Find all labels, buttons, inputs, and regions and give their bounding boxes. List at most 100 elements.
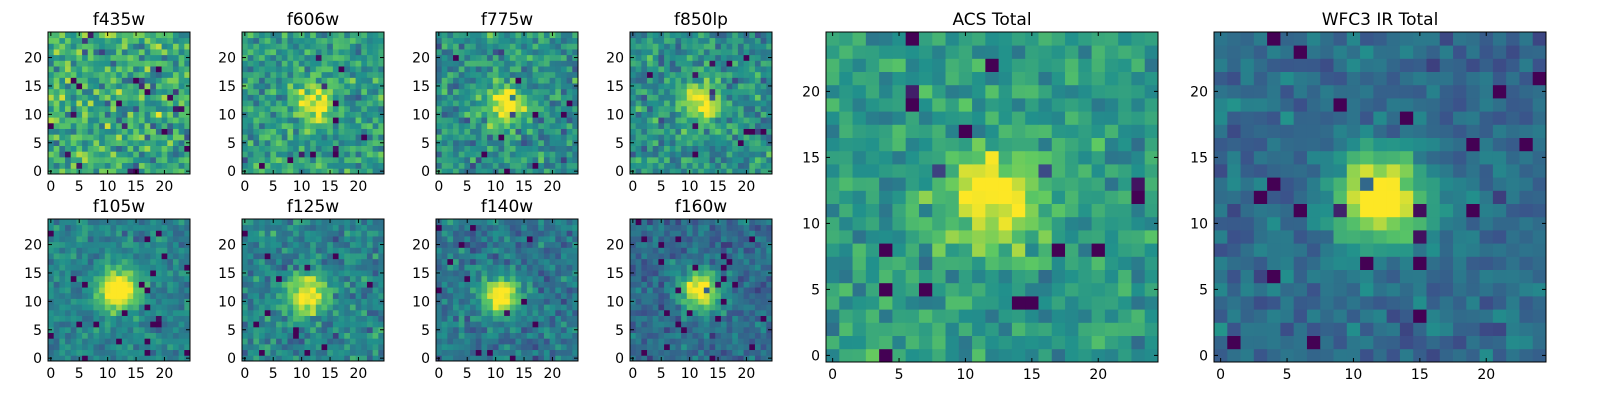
- heatmap-cell: [543, 287, 550, 294]
- heatmap-cell: [349, 145, 356, 152]
- heatmap-cell: [338, 37, 345, 44]
- heatmap-cell: [59, 304, 66, 311]
- heatmap-cell: [355, 247, 362, 254]
- heatmap-cell: [504, 88, 511, 95]
- heatmap-cell: [99, 287, 106, 294]
- heatmap-cell: [110, 253, 117, 260]
- heatmap-cell: [366, 264, 374, 271]
- heatmap-cell: [76, 77, 83, 84]
- heatmap-cell: [332, 236, 339, 243]
- heatmap-cell: [184, 292, 191, 299]
- heatmap-cell: [298, 139, 305, 146]
- heatmap-cell: [59, 309, 66, 316]
- heatmap-cell: [298, 258, 305, 265]
- heatmap-cell: [298, 105, 305, 112]
- heatmap-cell: [630, 77, 637, 84]
- heatmap-cell: [138, 326, 145, 333]
- heatmap-cell: [526, 298, 533, 305]
- heatmap-cell: [641, 139, 648, 146]
- heatmap-cell: [344, 332, 351, 339]
- heatmap-cell: [372, 139, 379, 146]
- heatmap-cell: [82, 258, 89, 265]
- heatmap-cell: [436, 287, 443, 294]
- heatmap-cell: [441, 304, 448, 311]
- heatmap-cell: [760, 162, 767, 169]
- heatmap-cell: [526, 54, 533, 61]
- heatmap-cell: [276, 168, 283, 175]
- heatmap-cell: [82, 309, 89, 316]
- heatmap-cell: [715, 54, 722, 61]
- heatmap-cell: [304, 43, 311, 50]
- heatmap-cell: [703, 349, 710, 356]
- heatmap-cell: [521, 151, 528, 158]
- heatmap-cell: [361, 145, 368, 152]
- heatmap-cell: [344, 100, 351, 107]
- heatmap-cell: [338, 77, 345, 84]
- heatmap-cell: [338, 343, 345, 351]
- heatmap-cell: [110, 32, 117, 39]
- heatmap-cell: [464, 287, 471, 294]
- heatmap-cell: [703, 49, 710, 56]
- heatmap-cell: [720, 355, 727, 362]
- heatmap-cell: [361, 151, 368, 158]
- panel-title: f435w: [93, 10, 145, 30]
- heatmap-cell: [59, 122, 66, 129]
- heatmap-cell: [281, 224, 288, 231]
- heatmap-cell: [760, 83, 767, 90]
- heatmap-cell: [178, 168, 185, 175]
- heatmap-cell: [315, 219, 322, 226]
- heatmap-cell: [475, 304, 482, 311]
- heatmap-cell: [355, 77, 362, 84]
- heatmap-cell: [458, 287, 465, 294]
- heatmap-cell: [355, 241, 362, 248]
- heatmap-cell: [572, 162, 579, 169]
- heatmap-cell: [447, 219, 454, 226]
- heatmap-cell: [70, 168, 77, 175]
- heatmap-cell: [93, 315, 100, 322]
- heatmap-cell: [453, 343, 460, 351]
- heatmap-cell: [99, 156, 106, 164]
- heatmap-cell: [104, 117, 111, 124]
- heatmap-cell: [504, 162, 511, 169]
- heatmap-cell: [138, 343, 145, 351]
- heatmap-cell: [447, 77, 454, 84]
- heatmap-cell: [504, 298, 511, 305]
- heatmap-cell: [641, 32, 648, 39]
- heatmap-cell: [509, 298, 516, 305]
- heatmap-cell: [543, 247, 550, 254]
- heatmap-cell: [281, 270, 288, 277]
- heatmap-cell: [167, 105, 174, 112]
- heatmap-cell: [121, 111, 128, 118]
- heatmap-cell: [492, 60, 499, 67]
- heatmap-cell: [532, 326, 539, 333]
- heatmap-cell: [492, 54, 499, 61]
- heatmap-cell: [532, 54, 539, 61]
- heatmap-cell: [321, 258, 328, 265]
- heatmap-cell: [664, 105, 671, 112]
- heatmap-cell: [53, 139, 60, 146]
- heatmap-cell: [259, 281, 266, 288]
- heatmap-cell: [242, 156, 249, 164]
- heatmap-cell: [703, 139, 710, 146]
- heatmap-cell: [709, 71, 716, 78]
- heatmap-cell: [270, 338, 277, 345]
- heatmap-cell: [509, 309, 516, 316]
- heatmap-cell: [566, 66, 573, 73]
- heatmap-cell: [549, 94, 556, 101]
- heatmap-cell: [458, 32, 465, 39]
- heatmap-cell: [178, 219, 185, 226]
- heatmap-cell: [447, 321, 454, 328]
- heatmap-cell: [321, 219, 328, 226]
- heatmap-cell: [344, 139, 351, 146]
- y-tick-label: 0: [33, 351, 42, 367]
- heatmap-cell: [144, 343, 151, 351]
- heatmap-cell: [664, 54, 671, 61]
- heatmap-cell: [133, 162, 140, 169]
- heatmap-cell: [172, 54, 180, 61]
- heatmap-cell: [560, 66, 568, 73]
- heatmap-cell: [635, 134, 642, 141]
- heatmap-cell: [287, 49, 294, 56]
- heatmap-cell: [259, 32, 266, 39]
- heatmap-cell: [509, 281, 516, 288]
- heatmap-cell: [242, 292, 249, 299]
